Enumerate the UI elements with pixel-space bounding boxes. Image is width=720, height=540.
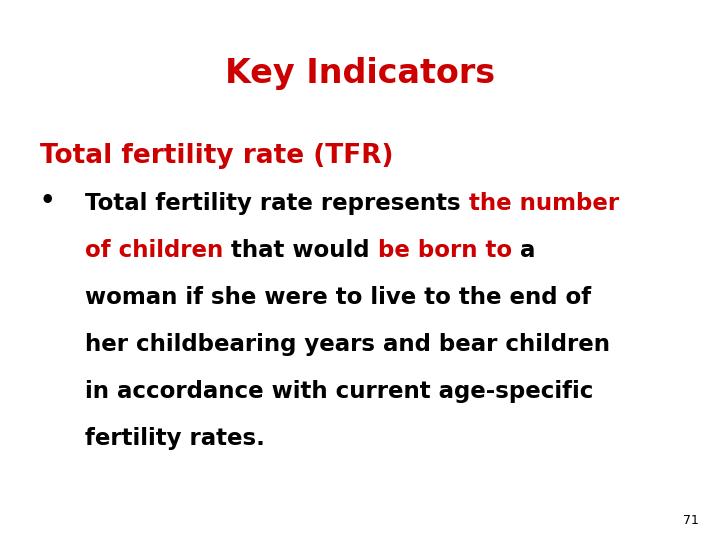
Text: her childbearing years and bear children: her childbearing years and bear children xyxy=(85,333,610,356)
Text: be born to: be born to xyxy=(378,239,512,262)
Text: in accordance with current age-specific: in accordance with current age-specific xyxy=(85,380,593,403)
Text: Total fertility rate represents: Total fertility rate represents xyxy=(85,192,469,215)
Text: the number: the number xyxy=(469,192,618,215)
Text: woman if she were to live to the end of: woman if she were to live to the end of xyxy=(85,286,591,309)
Text: fertility rates.: fertility rates. xyxy=(85,427,265,450)
Text: that would: that would xyxy=(223,239,378,262)
Text: 71: 71 xyxy=(683,514,698,526)
Text: Key Indicators: Key Indicators xyxy=(225,57,495,90)
Text: of children: of children xyxy=(85,239,223,262)
Text: Total fertility rate (TFR): Total fertility rate (TFR) xyxy=(40,143,393,169)
Text: a: a xyxy=(512,239,535,262)
Text: •: • xyxy=(40,189,55,213)
